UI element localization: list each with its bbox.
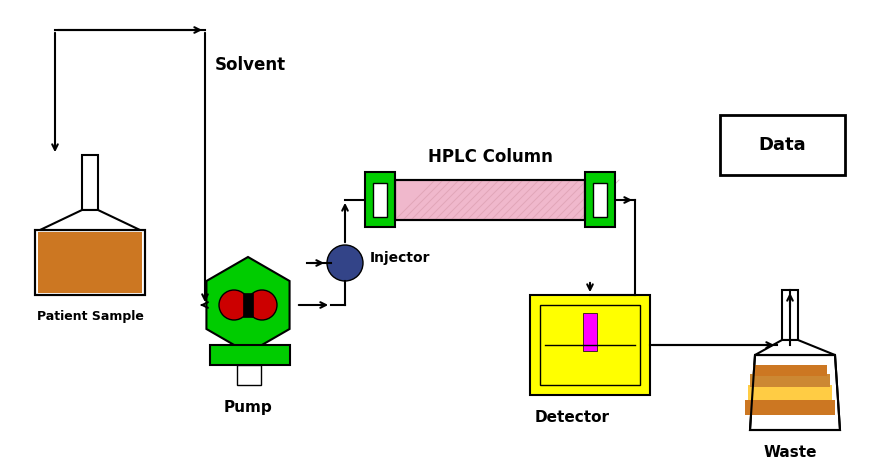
FancyBboxPatch shape bbox=[237, 365, 261, 385]
Polygon shape bbox=[755, 340, 835, 355]
FancyBboxPatch shape bbox=[365, 172, 395, 227]
Text: Detector: Detector bbox=[535, 410, 610, 425]
Polygon shape bbox=[206, 257, 289, 353]
Polygon shape bbox=[40, 210, 140, 230]
Circle shape bbox=[327, 245, 363, 281]
FancyBboxPatch shape bbox=[373, 183, 387, 217]
FancyBboxPatch shape bbox=[782, 290, 798, 340]
FancyBboxPatch shape bbox=[748, 385, 832, 400]
Text: Injector: Injector bbox=[370, 251, 430, 265]
Circle shape bbox=[219, 290, 249, 320]
Text: Pump: Pump bbox=[224, 400, 273, 415]
FancyBboxPatch shape bbox=[585, 172, 615, 227]
Text: Data: Data bbox=[759, 136, 806, 154]
Text: Patient Sample: Patient Sample bbox=[36, 310, 144, 323]
FancyBboxPatch shape bbox=[82, 155, 98, 210]
FancyBboxPatch shape bbox=[210, 345, 290, 365]
FancyBboxPatch shape bbox=[753, 365, 827, 376]
FancyBboxPatch shape bbox=[243, 293, 253, 317]
FancyBboxPatch shape bbox=[530, 295, 650, 395]
FancyBboxPatch shape bbox=[38, 232, 142, 293]
Text: Waste: Waste bbox=[763, 445, 817, 460]
FancyBboxPatch shape bbox=[745, 400, 835, 415]
Text: HPLC Column: HPLC Column bbox=[428, 148, 552, 166]
FancyBboxPatch shape bbox=[593, 183, 607, 217]
FancyBboxPatch shape bbox=[395, 180, 585, 220]
Polygon shape bbox=[750, 355, 840, 430]
Text: Solvent: Solvent bbox=[215, 56, 286, 74]
FancyBboxPatch shape bbox=[720, 115, 845, 175]
FancyBboxPatch shape bbox=[750, 374, 830, 387]
Circle shape bbox=[247, 290, 277, 320]
FancyBboxPatch shape bbox=[583, 313, 597, 351]
FancyBboxPatch shape bbox=[35, 230, 145, 295]
